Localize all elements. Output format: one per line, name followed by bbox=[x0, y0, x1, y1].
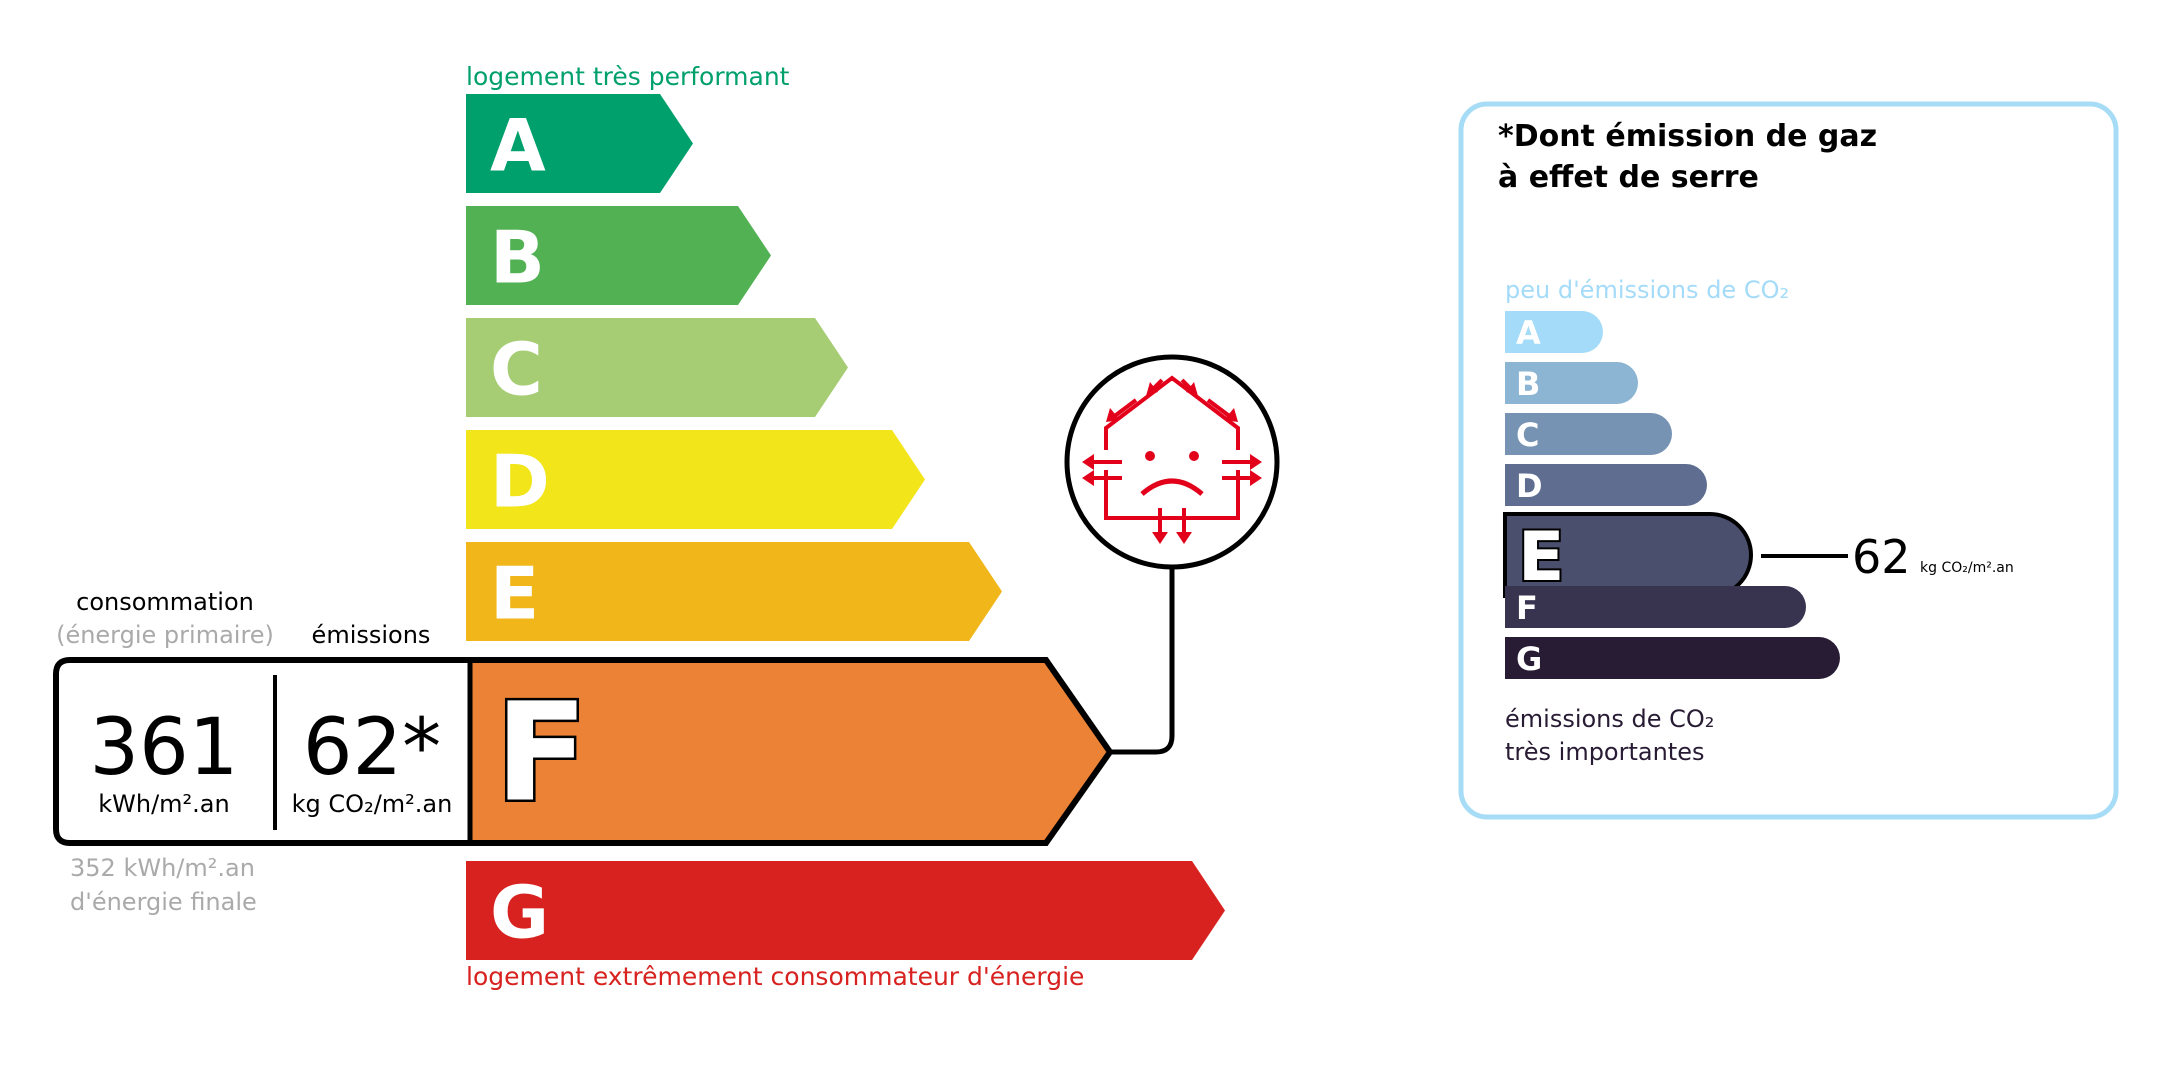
consumption-sublabel: (énergie primaire) bbox=[56, 621, 274, 649]
energy-bottom-label: logement extrêmement consommateur d'éner… bbox=[466, 962, 1084, 991]
ghg-class-b-bar bbox=[1505, 362, 1638, 404]
ghg-class-g-bar bbox=[1505, 637, 1840, 679]
ghg-title-line1: *Dont émission de gaz bbox=[1498, 119, 1877, 154]
ghg-bottom-label-line2: très importantes bbox=[1505, 738, 1705, 766]
consumption-unit: kWh/m².an bbox=[98, 790, 229, 818]
ghg-value: 62 bbox=[1852, 530, 1911, 584]
energy-class-b-bar bbox=[466, 206, 771, 305]
final-energy-label: d'énergie finale bbox=[70, 888, 257, 916]
energy-class-c-bar bbox=[466, 318, 848, 417]
energy-class-e-letter: E bbox=[490, 552, 539, 636]
ghg-class-f-letter: F bbox=[1516, 589, 1538, 627]
energy-class-f-bar bbox=[470, 660, 1110, 843]
ghg-class-a-bar bbox=[1505, 311, 1603, 353]
emissions-unit: kg CO₂/m².an bbox=[292, 790, 453, 818]
ghg-title-line2: à effet de serre bbox=[1498, 160, 1759, 195]
energy-class-a-bar bbox=[466, 94, 693, 193]
poorly-insulated-house-icon bbox=[1064, 354, 1280, 570]
ghg-top-label: peu d'émissions de CO₂ bbox=[1505, 276, 1789, 304]
energy-class-b-letter: B bbox=[490, 216, 545, 300]
energy-class-g-letter: G bbox=[490, 871, 549, 955]
energy-class-d-bar bbox=[466, 430, 925, 529]
ghg-class-b-letter: B bbox=[1516, 365, 1540, 403]
ghg-class-a-letter: A bbox=[1516, 314, 1541, 352]
ghg-class-d-bar bbox=[1505, 464, 1707, 506]
energy-class-g-bar bbox=[466, 861, 1225, 960]
energy-class-a-letter: A bbox=[490, 104, 546, 188]
final-energy-value: 352 kWh/m².an bbox=[70, 854, 255, 882]
consumption-value: 361 bbox=[90, 703, 239, 793]
energy-class-d-letter: D bbox=[490, 440, 550, 524]
icon-connector bbox=[1110, 568, 1175, 755]
ghg-class-g-letter: G bbox=[1516, 640, 1542, 678]
ghg-bottom-label-line1: émissions de CO₂ bbox=[1505, 705, 1714, 733]
ghg-class-c-bar bbox=[1505, 413, 1672, 455]
ghg-class-c-letter: C bbox=[1516, 416, 1539, 454]
ghg-unit: kg CO₂/m².an bbox=[1920, 560, 2014, 576]
ghg-class-e-letter: E bbox=[1518, 518, 1564, 597]
energy-class-f-letter: F bbox=[495, 675, 588, 833]
ghg-class-d-letter: D bbox=[1516, 467, 1543, 505]
current-class-frame bbox=[53, 657, 1114, 846]
emissions-label: émissions bbox=[312, 621, 431, 649]
consumption-label: consommation bbox=[76, 588, 254, 616]
energy-class-c-letter: C bbox=[490, 328, 543, 412]
energy-top-label: logement très performant bbox=[466, 62, 790, 91]
ghg-class-f-bar bbox=[1505, 586, 1806, 628]
emissions-value: 62* bbox=[303, 703, 441, 793]
energy-class-e-bar bbox=[466, 542, 1002, 641]
